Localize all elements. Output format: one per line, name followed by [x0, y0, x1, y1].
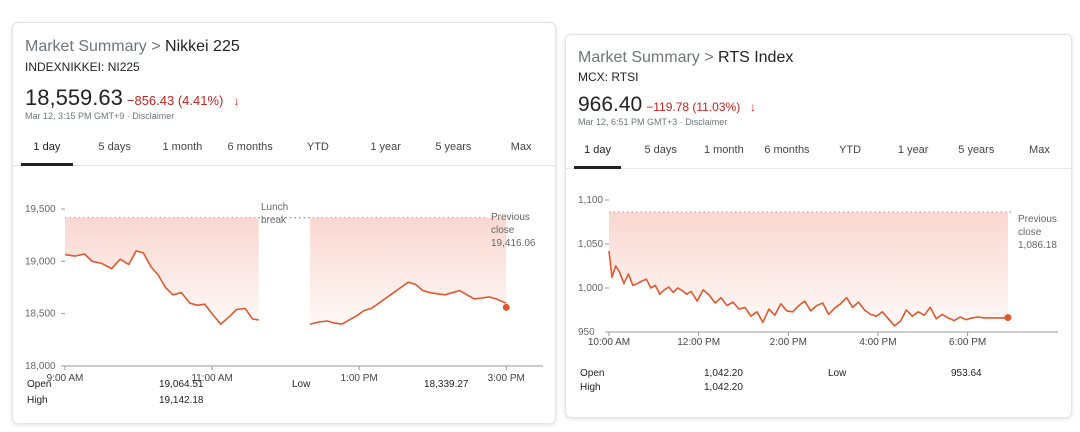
tab-1-month[interactable]: 1 month [162, 141, 203, 153]
stat-value-open: 1,042.20 [704, 368, 743, 379]
tab-ytd[interactable]: YTD [306, 141, 329, 153]
lunch-break-label: Lunch [261, 202, 288, 213]
previous-close-label: close [1018, 227, 1042, 238]
stat-label-open: Open [580, 368, 605, 379]
y-tick-label: 18,000 [25, 361, 56, 372]
stat-label-low: Low [292, 379, 311, 390]
stat-value-low: 953.64 [951, 368, 982, 379]
area-fill [65, 217, 259, 325]
stat-label-high: High [27, 395, 48, 406]
previous-close-value: 19,416.06 [491, 238, 536, 249]
tab-5-years[interactable]: 5 years [435, 141, 472, 153]
x-tick-label: 12:00 PM [677, 337, 720, 348]
breadcrumb: Market Summary > Nikkei 225 [25, 38, 240, 56]
down-arrow-icon: ↓ [233, 94, 240, 108]
x-tick-label: 3:00 PM [488, 373, 525, 384]
tab-1-day[interactable]: 1 day [566, 144, 629, 169]
tab-1-year[interactable]: 1 year [897, 144, 929, 156]
area-fill [310, 217, 507, 325]
area-fill [609, 212, 1008, 326]
previous-close-label: Previous [491, 212, 530, 223]
x-tick-label: 11:00 AM [191, 373, 233, 384]
tab-5-years[interactable]: 5 years [958, 144, 995, 156]
x-tick-label: 6:00 PM [949, 337, 986, 348]
price-change: −856.43 (4.41%) [126, 93, 224, 108]
price-change: −119.78 (11.03%) [646, 100, 741, 114]
tab-max[interactable]: Max [1029, 144, 1050, 156]
ticker-symbol: INDEXNIKKEI: NI225 [25, 60, 140, 74]
y-tick-label: 19,500 [25, 204, 56, 215]
previous-close-label: close [491, 225, 515, 236]
x-tick-label: 1:00 PM [341, 373, 378, 384]
stat-label-open: Open [27, 379, 52, 390]
tab-5-days[interactable]: 5 days [98, 141, 131, 153]
current-price: 18,559.63 [25, 85, 123, 110]
series-line [608, 250, 1008, 327]
ticker-symbol: MCX: RTSI [578, 70, 639, 84]
current-price: 966.40 [578, 93, 643, 116]
stats-table: Open 1,042.20 High 1,042.20 Low 953.64 [580, 368, 1060, 400]
range-tabs: 1 day 5 days 1 month 6 months YTD 1 year… [13, 141, 555, 166]
tab-6-months[interactable]: 6 months [764, 144, 810, 156]
rts-card: Market Summary > RTS Index MCX: RTSI 966… [565, 34, 1072, 418]
last-point-marker [1004, 314, 1012, 322]
x-tick-label: 10:00 AM [588, 337, 630, 348]
plot-layer: 18,000 18,500 19,000 19,500 9:00 AM 11:00 AM 1… [25, 204, 543, 384]
y-tick-label: 1,100 [578, 195, 603, 206]
index-name: Nikkei 225 [165, 38, 240, 55]
stat-value-high: 19,142.18 [159, 395, 204, 406]
down-arrow-icon: ↓ [750, 100, 757, 114]
stats-table: Open 19,064.51 High 19,142.18 Low 18,339… [27, 379, 547, 411]
stat-value-high: 1,042.20 [704, 382, 743, 393]
series-line [64, 250, 259, 325]
y-tick-label: 1,000 [578, 283, 603, 294]
plot-layer: 950 1,000 1,050 1,100 10:00 AM 12:00 PM 2:00 P… [578, 195, 1058, 348]
y-tick-label: 950 [578, 327, 595, 338]
lunch-break-label: break [261, 215, 287, 226]
tab-1-year[interactable]: 1 year [370, 141, 401, 153]
stat-value-low: 18,339.27 [424, 379, 469, 390]
x-tick-label: 9:00 AM [47, 373, 84, 384]
stat-label-high: High [580, 382, 601, 393]
series-line [309, 281, 507, 325]
tab-max[interactable]: Max [510, 141, 532, 153]
tab-1-day[interactable]: 1 day [13, 141, 81, 166]
range-tabs: 1 day 5 days 1 month 6 months YTD 1 year… [566, 144, 1071, 169]
x-tick-label: 4:00 PM [859, 337, 896, 348]
x-tick-label: 2:00 PM [770, 337, 807, 348]
stat-value-open: 19,064.51 [159, 379, 204, 390]
y-tick-label: 18,500 [25, 309, 56, 320]
y-tick-label: 19,000 [25, 256, 56, 267]
previous-close-label: Previous [1018, 214, 1057, 225]
price-row: 966.40 −119.78 (11.03%) ↓ [578, 93, 756, 117]
breadcrumb-prefix[interactable]: Market Summary > [578, 49, 714, 66]
price-row: 18,559.63 −856.43 (4.41%) ↓ [25, 85, 239, 111]
tab-ytd[interactable]: YTD [839, 144, 862, 156]
breadcrumb: Market Summary > RTS Index [578, 49, 793, 67]
breadcrumb-prefix[interactable]: Market Summary > [25, 38, 161, 55]
timestamp-disclaimer: Mar 12, 6:51 PM GMT+3 · Disclaimer [578, 117, 728, 127]
timestamp-disclaimer: Mar 12, 3:15 PM GMT+9 · Disclaimer [25, 111, 175, 121]
previous-close-value: 1,086.18 [1018, 240, 1057, 251]
nikkei-card: Market Summary > Nikkei 225 INDEXNIKKEI:… [12, 22, 556, 424]
rts-chart[interactable]: 950 1,000 1,050 1,100 10:00 AM 12:00 PM 2:00 P… [566, 185, 1071, 365]
stat-label-low: Low [828, 368, 847, 379]
tab-5-days[interactable]: 5 days [644, 144, 677, 156]
index-name: RTS Index [718, 49, 794, 66]
tab-1-month[interactable]: 1 month [703, 144, 744, 156]
last-point-marker [502, 303, 510, 311]
tab-6-months[interactable]: 6 months [227, 141, 273, 153]
y-tick-label: 1,050 [578, 239, 603, 250]
